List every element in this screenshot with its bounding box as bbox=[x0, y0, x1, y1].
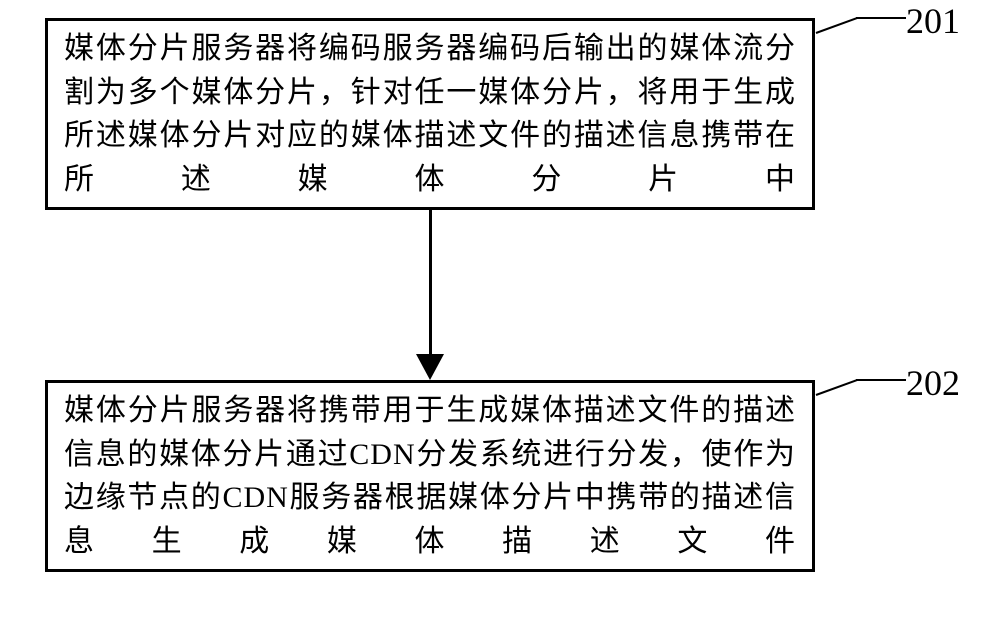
flow-box-2-text: 媒体分片服务器将携带用于生成媒体描述文件的描述信息的媒体分片通过CDN分发系统进… bbox=[48, 381, 812, 571]
flow-box-2: 媒体分片服务器将携带用于生成媒体描述文件的描述信息的媒体分片通过CDN分发系统进… bbox=[45, 380, 815, 572]
flow-box-1: 媒体分片服务器将编码服务器编码后输出的媒体流分割为多个媒体分片，针对任一媒体分片… bbox=[45, 18, 815, 210]
flow-arrow-line bbox=[429, 210, 432, 358]
leader-1-flat bbox=[856, 17, 906, 19]
leader-2-diag bbox=[816, 379, 858, 396]
flow-label-1: 201 bbox=[906, 0, 960, 42]
leader-2-flat bbox=[856, 379, 906, 381]
flow-label-2: 202 bbox=[906, 362, 960, 404]
leader-1-diag bbox=[816, 17, 858, 34]
flow-arrow-head bbox=[416, 354, 444, 380]
flow-box-1-text: 媒体分片服务器将编码服务器编码后输出的媒体流分割为多个媒体分片，针对任一媒体分片… bbox=[48, 19, 812, 209]
